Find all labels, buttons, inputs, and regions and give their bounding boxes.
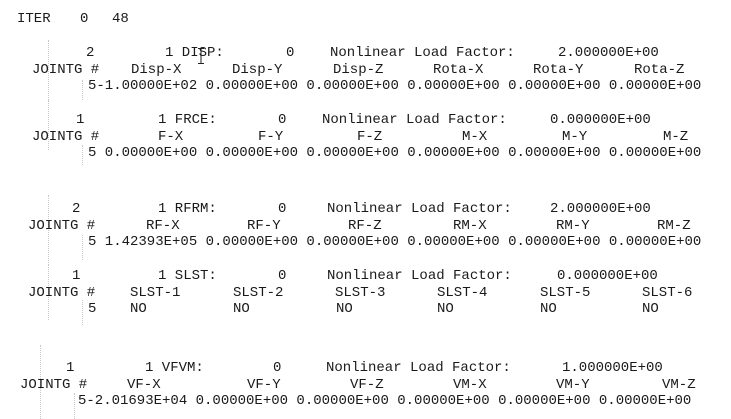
block-count: 1 bbox=[72, 268, 81, 284]
indent-guide bbox=[48, 265, 49, 320]
column-header: SLST-6 bbox=[642, 285, 693, 301]
block-zero: 0 bbox=[278, 201, 287, 217]
data-row: 5-2.01693E+04 0.00000E+00 0.00000E+00 0.… bbox=[78, 393, 692, 409]
column-header: VF-Y bbox=[247, 377, 281, 393]
indent-guide bbox=[82, 235, 83, 260]
iter-label: ITER bbox=[17, 11, 51, 27]
column-header: RM-X bbox=[453, 218, 487, 234]
column-header: Disp-Z bbox=[333, 62, 384, 78]
column-header: F-X bbox=[158, 129, 184, 145]
node-column-label: JOINTG # bbox=[28, 218, 96, 234]
load-factor-value: 0.000000E+00 bbox=[557, 268, 658, 284]
load-factor-label: Nonlinear Load Factor: bbox=[327, 201, 512, 217]
block-type: 1 RFRM: bbox=[158, 201, 217, 217]
indent-guide bbox=[74, 393, 75, 419]
indent-guide bbox=[82, 300, 83, 325]
column-header: Disp-X bbox=[131, 62, 182, 78]
column-header: SLST-3 bbox=[335, 285, 386, 301]
column-header: F-Z bbox=[357, 129, 383, 145]
block-type: 1 SLST: bbox=[158, 268, 217, 284]
iter-value-a: 0 bbox=[80, 11, 89, 27]
column-header: VF-X bbox=[127, 377, 161, 393]
indent-guide bbox=[48, 100, 49, 150]
column-header: RF-X bbox=[146, 218, 180, 234]
row-value: NO bbox=[233, 301, 250, 317]
load-factor-value: 1.000000E+00 bbox=[562, 360, 663, 376]
row-node: 5 bbox=[88, 301, 97, 317]
block-count: 2 bbox=[72, 201, 81, 217]
column-header: RM-Z bbox=[657, 218, 691, 234]
load-factor-value: 2.000000E+00 bbox=[550, 201, 651, 217]
column-header: M-X bbox=[462, 129, 488, 145]
block-count: 1 bbox=[66, 360, 75, 376]
block-type: 1 DISP: bbox=[165, 45, 224, 61]
indent-guide bbox=[48, 195, 49, 265]
block-type: 1 FRCE: bbox=[158, 112, 217, 128]
indent-guide bbox=[82, 80, 83, 100]
column-header: M-Y bbox=[562, 129, 588, 145]
column-header: VM-Y bbox=[556, 377, 590, 393]
load-factor-label: Nonlinear Load Factor: bbox=[322, 112, 507, 128]
data-row: 5-1.00000E+02 0.00000E+00 0.00000E+00 0.… bbox=[88, 78, 702, 94]
indent-guide bbox=[40, 345, 41, 419]
indent-guide bbox=[82, 145, 83, 165]
block-type: 1 VFVM: bbox=[145, 360, 204, 376]
column-header: SLST-5 bbox=[540, 285, 591, 301]
block-count: 1 bbox=[76, 112, 85, 128]
column-header: SLST-1 bbox=[130, 285, 181, 301]
row-value: NO bbox=[642, 301, 659, 317]
block-count: 2 bbox=[86, 45, 95, 61]
row-value: NO bbox=[336, 301, 353, 317]
column-header: VF-Z bbox=[350, 377, 384, 393]
row-value: NO bbox=[437, 301, 454, 317]
column-header: RM-Y bbox=[556, 218, 590, 234]
column-header: M-Z bbox=[663, 129, 689, 145]
node-column-label: JOINTG # bbox=[32, 62, 100, 78]
block-zero: 0 bbox=[278, 112, 287, 128]
block-zero: 0 bbox=[278, 268, 287, 284]
row-value: NO bbox=[130, 301, 147, 317]
column-header: VM-Z bbox=[662, 377, 696, 393]
text-cursor-icon bbox=[198, 48, 204, 64]
data-row: 5 1.42393E+05 0.00000E+00 0.00000E+00 0.… bbox=[88, 234, 702, 250]
column-header: SLST-4 bbox=[437, 285, 488, 301]
load-factor-label: Nonlinear Load Factor: bbox=[327, 268, 512, 284]
node-column-label: JOINTG # bbox=[20, 377, 88, 393]
iter-value-b: 48 bbox=[112, 11, 129, 27]
column-header: Rota-X bbox=[433, 62, 484, 78]
node-column-label: JOINTG # bbox=[28, 285, 96, 301]
column-header: RF-Y bbox=[247, 218, 281, 234]
block-zero: 0 bbox=[273, 360, 282, 376]
column-header: F-Y bbox=[258, 129, 284, 145]
load-factor-label: Nonlinear Load Factor: bbox=[326, 360, 511, 376]
column-header: RF-Z bbox=[348, 218, 382, 234]
column-header: Rota-Z bbox=[634, 62, 685, 78]
load-factor-label: Nonlinear Load Factor: bbox=[330, 45, 515, 61]
row-value: NO bbox=[540, 301, 557, 317]
column-header: Rota-Y bbox=[533, 62, 584, 78]
block-zero: 0 bbox=[286, 45, 295, 61]
indent-guide bbox=[48, 40, 49, 100]
data-row: 5 0.00000E+00 0.00000E+00 0.00000E+00 0.… bbox=[88, 145, 702, 161]
load-factor-value: 2.000000E+00 bbox=[558, 45, 659, 61]
column-header: Disp-Y bbox=[232, 62, 283, 78]
node-column-label: JOINTG # bbox=[32, 129, 100, 145]
load-factor-value: 0.000000E+00 bbox=[550, 112, 651, 128]
column-header: VM-X bbox=[453, 377, 487, 393]
column-header: SLST-2 bbox=[233, 285, 284, 301]
